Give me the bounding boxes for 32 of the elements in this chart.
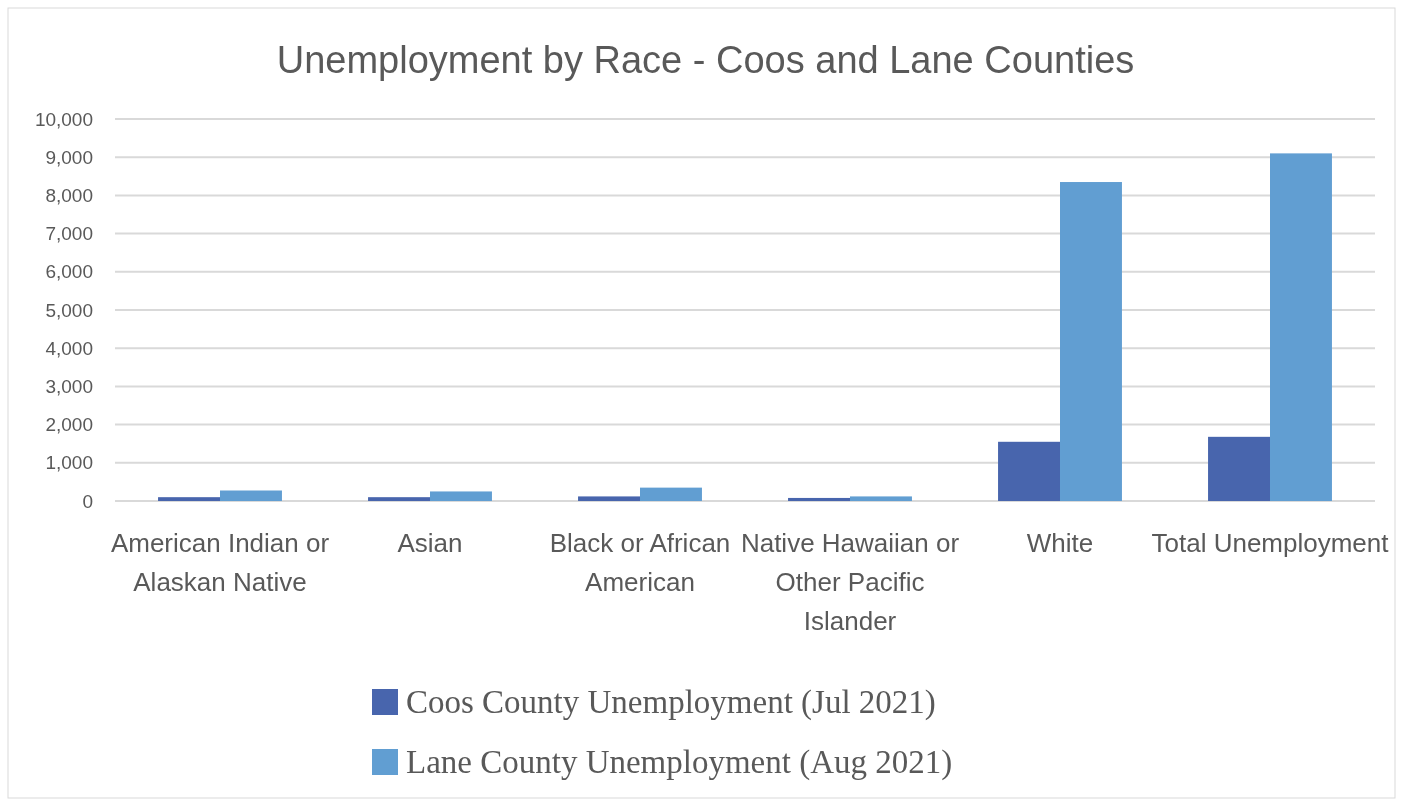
bar [1060, 182, 1122, 501]
bar [158, 497, 220, 501]
bar [578, 496, 640, 501]
x-tick-label: Black or African American [549, 528, 731, 597]
bar [220, 490, 282, 501]
y-tick-label: 7,000 [45, 223, 93, 245]
y-tick-label: 4,000 [45, 337, 93, 359]
bar [788, 497, 850, 501]
y-tick-label: 8,000 [45, 184, 93, 206]
y-tick-label: 6,000 [45, 261, 93, 283]
x-tick-label: American Indian or Alaskan Native [110, 528, 330, 597]
legend-label: Lane County Unemployment (Aug 2021) [406, 744, 953, 781]
y-tick-label: 10,000 [34, 108, 93, 130]
bar [1208, 436, 1270, 501]
y-tick-label: 3,000 [45, 375, 93, 397]
x-tick-label: Total Unemployment [1151, 528, 1390, 558]
legend-label: Coos County Unemployment (Jul 2021) [406, 684, 936, 721]
x-tick-label: White [1026, 528, 1094, 558]
x-tick-label: Native Hawaiian or Other Pacific Islander [740, 528, 960, 636]
y-tick-label: 2,000 [45, 414, 93, 436]
y-tick-label: 9,000 [45, 146, 93, 168]
chart-title: Unemployment by Race - Coos and Lane Counties [276, 39, 1135, 81]
bar [368, 497, 430, 501]
x-tick-label: Asian [397, 528, 463, 558]
bar [640, 487, 702, 501]
bar [430, 491, 492, 501]
bar [998, 441, 1060, 501]
bar [1270, 153, 1332, 501]
bar [850, 496, 912, 501]
y-tick-label: 5,000 [45, 299, 93, 321]
y-tick-label: 1,000 [45, 452, 93, 474]
y-tick-label: 0 [82, 490, 93, 512]
